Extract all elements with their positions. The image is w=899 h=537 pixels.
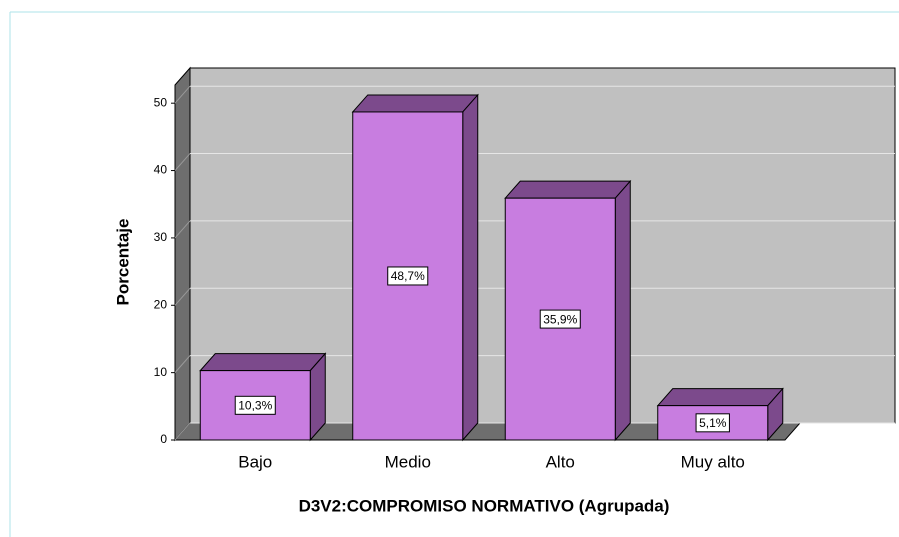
- x-tick-label: Bajo: [238, 452, 272, 471]
- value-label: 48,7%: [391, 269, 425, 283]
- left-wall: [174, 66, 191, 442]
- grid-line-side: [174, 85, 191, 104]
- y-tick-label: 0: [160, 432, 167, 446]
- y-tick-label: 40: [154, 163, 168, 177]
- bar: [504, 197, 616, 441]
- value-label: 5,1%: [699, 416, 727, 430]
- y-tick-label: 30: [154, 230, 168, 244]
- y-tick-label: 50: [154, 95, 168, 109]
- bar-side: [614, 179, 631, 442]
- bar-top: [656, 388, 784, 407]
- x-axis-label: D3V2:COMPROMISO NORMATIVO (Agrupada): [299, 496, 670, 515]
- y-tick-label: 10: [154, 365, 168, 379]
- value-label-box: [695, 413, 730, 433]
- bar-top: [504, 180, 632, 199]
- grid-line-side: [174, 153, 191, 171]
- y-axis-label: Porcentaje: [113, 219, 132, 306]
- value-label: 10,3%: [238, 398, 272, 412]
- value-label-box: [234, 395, 276, 415]
- value-label-box: [387, 266, 429, 286]
- x-tick-label: Muy alto: [681, 452, 745, 471]
- y-tick-label: 20: [154, 297, 168, 311]
- x-tick-label: Alto: [546, 452, 575, 471]
- grid-line-side: [174, 355, 191, 373]
- bar-top: [199, 353, 327, 372]
- plot: 0 10 20 30 40 50 Bajo 10,3% Medio 48,7% Alto 35,9% M…: [154, 66, 896, 471]
- x-tick-label: Medio: [385, 452, 431, 471]
- value-label: 35,9%: [543, 312, 577, 326]
- grid-line-side: [174, 422, 191, 441]
- bar-side: [462, 93, 479, 442]
- value-label-box: [539, 309, 581, 329]
- bar-top: [351, 94, 479, 113]
- grid-line-side: [174, 220, 191, 239]
- grid-line-side: [174, 287, 191, 306]
